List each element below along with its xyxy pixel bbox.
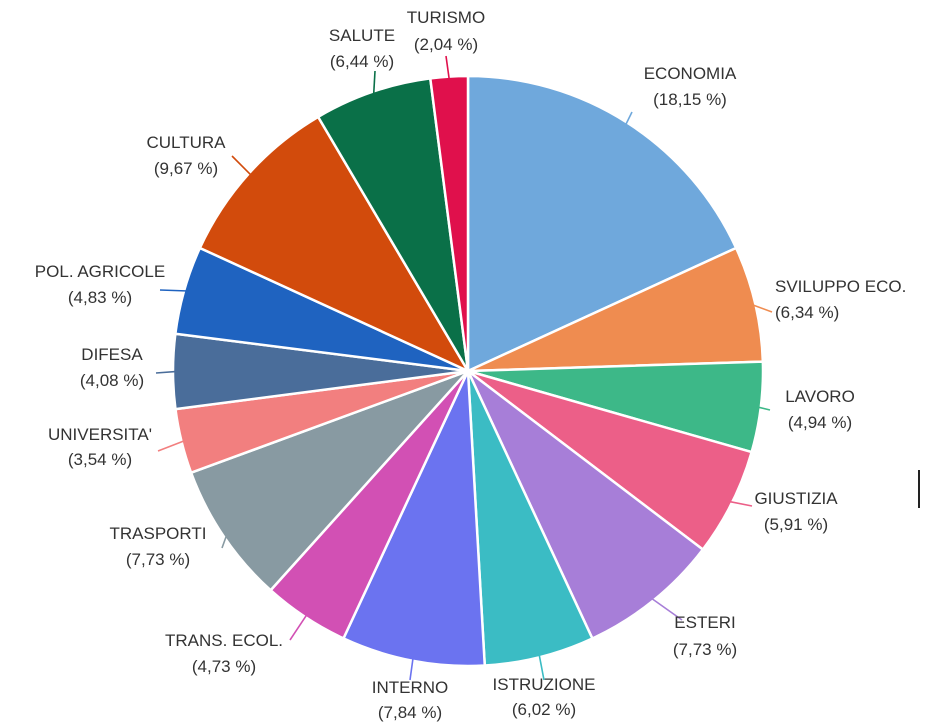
pie-slices — [171, 74, 765, 668]
slice-percent-giustizia: (5,91 %) — [764, 515, 828, 534]
slice-name-esteri: ESTERI — [674, 613, 735, 632]
leader-line-trasporti — [221, 533, 228, 549]
slice-name-salute: SALUTE — [329, 26, 395, 45]
slice-percent-salute: (6,44 %) — [330, 52, 394, 71]
slice-percent-interno: (7,84 %) — [378, 703, 442, 722]
slice-name-trasporti: TRASPORTI — [110, 524, 207, 543]
slice-name-lavoro: LAVORO — [785, 387, 855, 406]
slice-percent-turismo: (2,04 %) — [414, 35, 478, 54]
slice-percent-trasporti: (7,73 %) — [126, 550, 190, 569]
slice-name-istruzione: ISTRUZIONE — [493, 675, 596, 694]
slice-percent-istruzione: (6,02 %) — [512, 700, 576, 719]
leader-line-difesa — [155, 370, 178, 374]
leader-line-esteri — [650, 596, 683, 621]
slice-name-sviluppo-eco: SVILUPPO ECO. — [775, 277, 906, 296]
slice-percent-esteri: (7,73 %) — [673, 640, 737, 659]
slice-name-giustizia: GIUSTIZIA — [754, 489, 838, 508]
slice-percent-sviluppo-eco: (6,34 %) — [775, 303, 839, 322]
slice-percent-trans-ecol: (4,73 %) — [192, 657, 256, 676]
slice-percent-universita: (3,54 %) — [68, 450, 132, 469]
slice-percent-economia: (18,15 %) — [653, 90, 727, 109]
slice-name-economia: ECONOMIA — [644, 64, 737, 83]
pie-slice-salute — [316, 77, 470, 373]
slice-name-pol-agricole: POL. AGRICOLE — [35, 262, 165, 281]
leader-line-universita — [157, 439, 186, 452]
slice-name-universita: UNIVERSITA' — [48, 425, 152, 444]
slice-percent-cultura: (9,67 %) — [154, 159, 218, 178]
leader-line-salute — [372, 70, 376, 96]
slice-percent-pol-agricole: (4,83 %) — [68, 288, 132, 307]
slice-percent-lavoro: (4,94 %) — [788, 413, 852, 432]
slice-labels: ECONOMIA (18,15 %) SVILUPPO ECO. (6,34 %) LA… — [35, 8, 907, 722]
slice-name-trans-ecol: TRANS. ECOL. — [165, 631, 283, 650]
pie-slice-trasporti — [189, 369, 470, 592]
leader-lines — [155, 55, 773, 681]
leader-line-pol-agricole — [159, 289, 189, 292]
leader-line-lavoro — [756, 406, 771, 411]
slice-name-difesa: DIFESA — [81, 345, 143, 364]
leader-line-sviluppo-eco — [751, 303, 773, 313]
leader-line-cultura — [231, 155, 253, 177]
leader-line-turismo — [445, 55, 451, 81]
leader-line-istruzione — [538, 653, 545, 681]
edge-divider — [918, 470, 920, 508]
slice-name-turismo: TURISMO — [407, 8, 485, 27]
leader-line-trans-ecol — [289, 613, 309, 641]
slice-name-interno: INTERNO — [372, 678, 449, 697]
pie-slice-sviluppo-eco — [466, 246, 765, 373]
leader-line-economia — [624, 111, 633, 127]
pie-slice-esteri — [466, 369, 705, 640]
leader-line-giustizia — [728, 500, 753, 507]
slice-name-cultura: CULTURA — [146, 133, 226, 152]
slice-percent-difesa: (4,08 %) — [80, 371, 144, 390]
leader-line-interno — [409, 656, 414, 681]
